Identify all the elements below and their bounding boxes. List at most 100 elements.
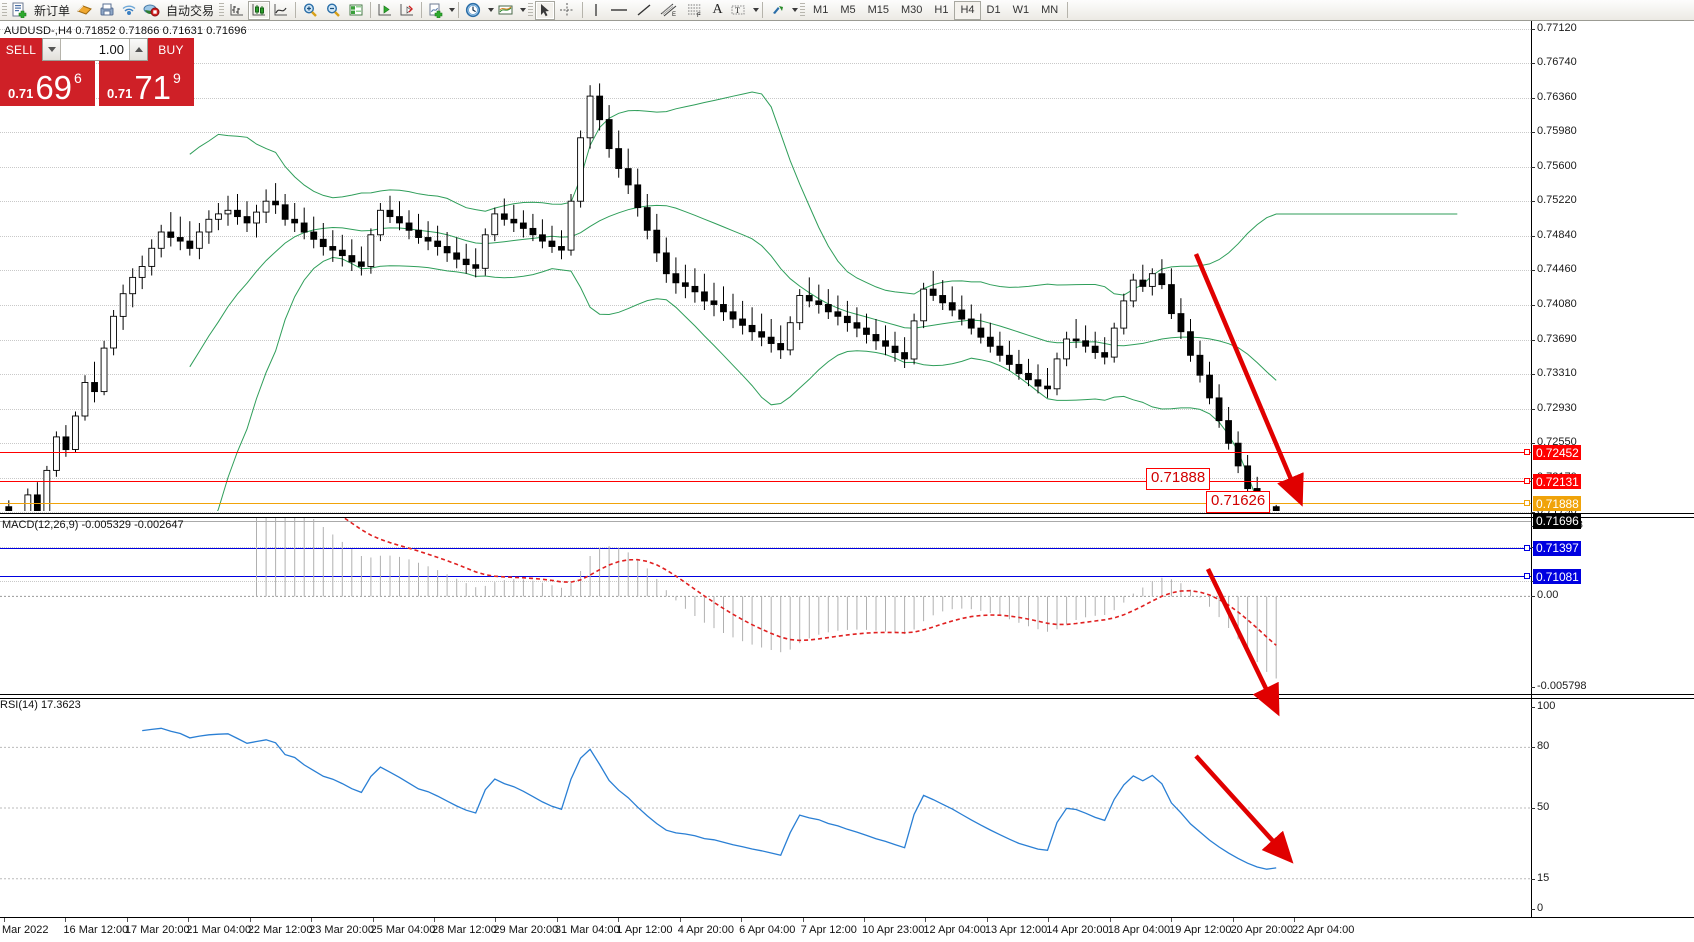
volume-increase-button[interactable] <box>129 39 147 60</box>
gridline <box>0 546 1531 548</box>
price-level-badge[interactable]: 0.71888 <box>1533 496 1581 512</box>
cursor-icon[interactable] <box>535 0 556 20</box>
price-level-handle[interactable] <box>1524 478 1530 485</box>
auto-trading-icon[interactable] <box>140 1 163 20</box>
axis-tick <box>1531 166 1535 168</box>
buy-price-display[interactable]: 0.71 71 9 <box>99 61 194 106</box>
text-label-icon[interactable]: T <box>727 1 751 20</box>
tab-timeframe-m30[interactable]: M30 <box>901 4 923 16</box>
price-tag-upper[interactable]: 0.71888 <box>1146 468 1211 490</box>
volume-decrease-button[interactable] <box>43 39 61 60</box>
price-axis-label: 0.73690 <box>1537 332 1577 345</box>
price-level-handle[interactable] <box>1524 500 1530 507</box>
toolbar-grip-4[interactable] <box>800 2 806 18</box>
price-level-line[interactable] <box>0 547 1531 549</box>
market-watch-icon[interactable] <box>118 1 140 20</box>
template-icon[interactable] <box>73 1 96 20</box>
chart-area[interactable]: AUDUSD-,H4 0.71852 0.71866 0.71631 0.716… <box>0 21 1694 942</box>
gridline <box>0 581 1531 582</box>
sell-price-big: 69 <box>35 69 73 106</box>
tab-timeframe-w1[interactable]: W1 <box>1012 4 1030 16</box>
date-axis-label: 17 Mar 20:00 <box>124 924 190 936</box>
buy-button[interactable]: BUY <box>148 38 194 61</box>
date-axis-tick <box>618 918 620 922</box>
chart-shift-icon[interactable] <box>374 1 396 20</box>
gridline <box>0 339 1531 341</box>
price-level-line[interactable] <box>0 452 1531 454</box>
volume-stepper[interactable]: 1.00 <box>42 38 148 61</box>
new-order-icon[interactable] <box>9 1 31 20</box>
period-clock-icon[interactable] <box>462 1 486 20</box>
toolbar-grip-2[interactable] <box>219 2 225 18</box>
zoom-in-icon[interactable] <box>299 1 322 20</box>
indicator-add-icon[interactable] <box>425 1 447 20</box>
indicator-dropdown-caret[interactable] <box>449 8 456 12</box>
toolbar-divider-4 <box>458 2 460 18</box>
tab-timeframe-d1[interactable]: D1 <box>986 4 1001 16</box>
candlestick-series <box>5 83 1458 511</box>
template-manager-icon[interactable] <box>494 1 518 20</box>
tab-timeframe-m15[interactable]: M15 <box>867 4 889 16</box>
date-axis-tick <box>495 918 497 922</box>
price-level-badge[interactable]: 0.71696 <box>1533 513 1581 529</box>
sell-price-prefix: 0.71 <box>8 86 34 101</box>
line-chart-icon[interactable] <box>270 1 292 20</box>
pane-divider-1b <box>0 517 1694 518</box>
toolbar-grip[interactable] <box>2 2 7 18</box>
arrows-dropdown-caret[interactable] <box>792 8 799 12</box>
volume-input[interactable]: 1.00 <box>98 42 124 57</box>
equidistant-channel-icon[interactable]: E <box>656 1 682 20</box>
period-dropdown-caret[interactable] <box>488 8 495 12</box>
date-axis-tick <box>679 918 681 922</box>
data-window-icon[interactable] <box>345 1 367 20</box>
macd-pane[interactable] <box>0 518 1531 693</box>
sell-price-display[interactable]: 0.71 69 6 <box>0 61 95 106</box>
zoom-out-icon[interactable] <box>322 1 345 20</box>
axis-tick <box>1531 808 1535 809</box>
tab-timeframe-mn[interactable]: MN <box>1041 4 1059 16</box>
rsi-axis-label: 50 <box>1537 801 1550 813</box>
price-axis-label: 0.77120 <box>1537 22 1577 34</box>
text-icon[interactable]: A <box>712 2 723 17</box>
date-axis-tick <box>1171 918 1173 922</box>
auto-scroll-icon[interactable] <box>396 1 418 20</box>
price-level-badge[interactable]: 0.72452 <box>1533 445 1581 461</box>
horizontal-line-icon[interactable] <box>606 1 632 20</box>
fibonacci-icon[interactable]: F <box>682 1 708 20</box>
crosshair-icon[interactable] <box>555 1 579 20</box>
sell-button[interactable]: SELL <box>0 38 42 61</box>
trendline-icon[interactable] <box>632 1 656 20</box>
pane-divider-1[interactable] <box>0 513 1694 514</box>
gridline <box>0 29 1531 30</box>
price-level-handle[interactable] <box>1524 544 1530 551</box>
tab-timeframe-m1[interactable]: M1 <box>813 4 829 16</box>
price-level-handle[interactable] <box>1524 449 1530 456</box>
price-level-handle[interactable] <box>1524 573 1530 580</box>
tab-timeframe-h1[interactable]: H1 <box>934 4 949 16</box>
auto-trading-label[interactable]: 自动交易 <box>166 3 215 18</box>
print-preview-icon[interactable] <box>96 1 118 20</box>
rsi-pane[interactable] <box>0 699 1531 917</box>
vertical-line-icon[interactable] <box>586 1 606 20</box>
candlestick-chart-icon[interactable] <box>248 0 271 20</box>
one-click-trading-panel[interactable]: SELL 1.00 BUY 0.71 69 6 0.71 71 9 <box>0 38 194 106</box>
price-level-line[interactable] <box>0 481 1531 483</box>
toolbar-grip-3[interactable] <box>528 2 534 18</box>
main-price-pane[interactable] <box>0 21 1531 511</box>
arrows-icon[interactable] <box>766 1 790 20</box>
price-level-badge[interactable]: 0.71081 <box>1533 569 1581 585</box>
price-tag-lower[interactable]: 0.71626 <box>1206 491 1271 513</box>
price-level-line[interactable] <box>0 503 1531 505</box>
price-level-line[interactable] <box>0 576 1531 578</box>
date-axis[interactable]: Mar 2022 16 Mar 12:00 17 Mar 20:00 21 Mar 0… <box>0 917 1694 942</box>
date-axis-label: 4 Apr 20:00 <box>677 924 734 936</box>
price-level-badge[interactable]: 0.71397 <box>1533 540 1581 556</box>
pane-divider-2[interactable] <box>0 694 1694 695</box>
tab-timeframe-m5[interactable]: M5 <box>840 4 856 16</box>
new-order-label[interactable]: 新订单 <box>34 3 71 18</box>
bar-chart-icon[interactable] <box>226 1 248 20</box>
text-dropdown-caret[interactable] <box>753 8 760 12</box>
tab-timeframe-h4[interactable]: H4 <box>954 0 981 20</box>
template-dropdown-caret[interactable] <box>520 8 527 12</box>
price-level-badge[interactable]: 0.72131 <box>1533 474 1581 490</box>
